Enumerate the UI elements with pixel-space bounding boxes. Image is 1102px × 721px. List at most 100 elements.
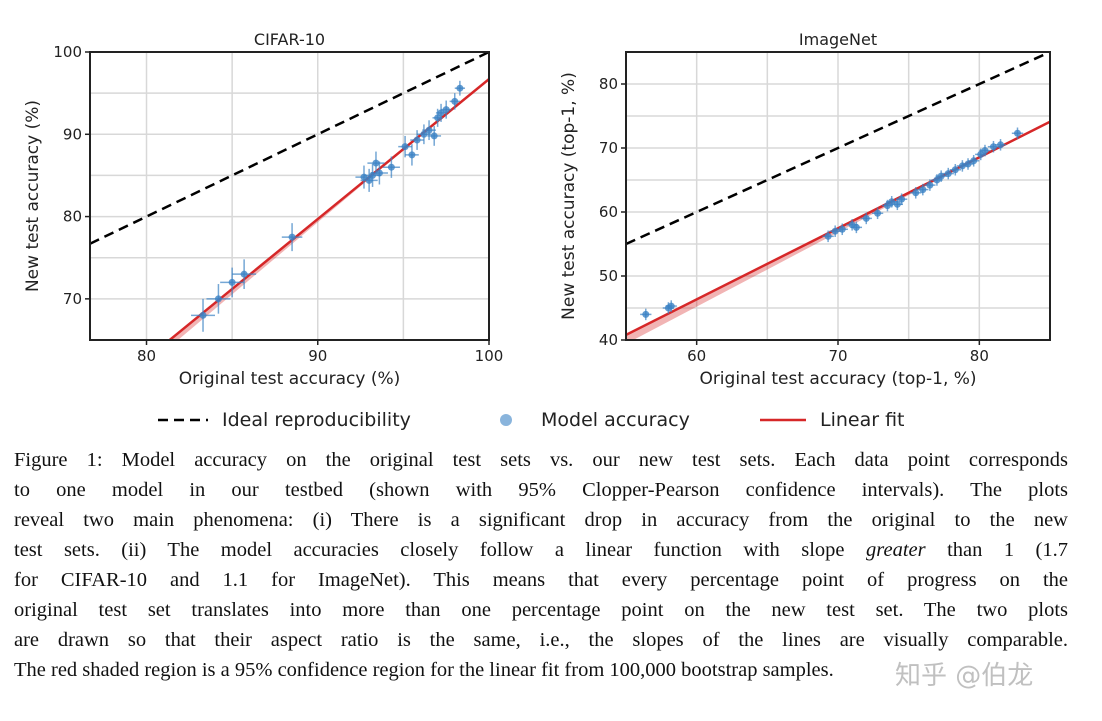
chart-title: CIFAR-10 xyxy=(254,30,325,49)
y-tick-label: 80 xyxy=(599,75,618,93)
red-line-icon xyxy=(760,418,806,422)
caption-line: are drawn so that their aspect ratio is … xyxy=(14,629,1068,651)
point-marker xyxy=(434,114,442,122)
y-tick-label: 80 xyxy=(63,208,82,226)
y-tick-label: 90 xyxy=(63,125,82,143)
data-point xyxy=(367,151,385,175)
chart-title: ImageNet xyxy=(799,30,877,49)
data-point xyxy=(910,187,922,199)
point-marker xyxy=(898,195,906,203)
axes-frame xyxy=(89,51,490,341)
ideal-reproducibility-line xyxy=(626,52,1050,246)
data-point xyxy=(220,267,245,298)
point-marker xyxy=(375,169,383,177)
point-marker xyxy=(214,295,222,303)
caption-line: reveal two main phenomena: (i) There is … xyxy=(14,509,1068,531)
data-point xyxy=(942,167,954,180)
x-tick-label: 100 xyxy=(475,347,504,365)
point-marker xyxy=(970,157,978,165)
data-point xyxy=(949,164,961,176)
point-marker xyxy=(926,181,934,189)
x-tick-label: 80 xyxy=(137,347,156,365)
data-point xyxy=(924,179,936,191)
data-point xyxy=(665,300,677,312)
watermark: 知乎 @伯龙 xyxy=(895,661,1034,691)
y-axis-label: New test accuracy (%) xyxy=(23,100,43,292)
caption-line: Figure 1: Model accuracy on the original… xyxy=(14,449,1068,471)
data-point xyxy=(405,144,419,166)
data-point xyxy=(410,130,424,150)
data-point xyxy=(850,221,863,234)
plot-area xyxy=(626,52,1050,340)
caption-line: for CIFAR-10 and 1.1 for ImageNet). This… xyxy=(14,569,1068,591)
point-marker xyxy=(240,270,248,278)
point-marker xyxy=(425,126,433,134)
point-marker xyxy=(642,310,650,318)
data-point xyxy=(441,100,452,119)
data-point xyxy=(979,144,991,157)
point-marker xyxy=(919,186,927,194)
data-point xyxy=(435,103,447,122)
chart-imagenet: 60 70 80 40 50 60 70 80 ImageNet Original test ac… xyxy=(559,30,1051,389)
data-point xyxy=(895,193,908,205)
data-point xyxy=(454,80,466,96)
point-marker xyxy=(420,130,428,138)
point-marker xyxy=(372,159,380,167)
ideal-reproducibility-line xyxy=(90,52,489,245)
point-marker xyxy=(228,278,236,286)
point-marker xyxy=(437,109,445,117)
legend-fit-label: Linear fit xyxy=(820,409,905,431)
legend-model-label: Model accuracy xyxy=(541,409,690,431)
point-marker xyxy=(365,176,373,184)
data-point xyxy=(1011,127,1024,140)
data-point xyxy=(822,230,834,243)
point-marker xyxy=(951,166,959,174)
caption-line: original test set translates into more t… xyxy=(14,599,1068,621)
point-marker xyxy=(401,143,409,151)
point-marker xyxy=(888,198,896,206)
legend-fit: Linear fit xyxy=(760,405,905,435)
x-axis-label: Original test accuracy (top-1, %) xyxy=(699,369,976,389)
point-marker xyxy=(937,172,945,180)
chart-cifar-10: 80 90 100 70 80 90 100 CIFAR-10 Original test ac… xyxy=(23,30,504,389)
point-marker xyxy=(430,132,438,140)
point-marker xyxy=(964,160,972,168)
y-tick-label: 40 xyxy=(599,331,618,349)
point-marker xyxy=(852,223,860,231)
figure-caption: Figure 1: Model accuracy on the original… xyxy=(14,445,1068,685)
point-marker xyxy=(1013,129,1021,137)
point-marker xyxy=(456,84,464,92)
y-tick-label: 50 xyxy=(599,267,618,285)
dashed-line-icon xyxy=(158,418,208,422)
point-marker xyxy=(824,232,832,240)
point-marker xyxy=(838,225,846,233)
data-point xyxy=(935,170,947,182)
data-point xyxy=(232,259,257,289)
data-point xyxy=(994,139,1007,151)
data-point xyxy=(398,135,412,158)
point-marker xyxy=(912,189,920,197)
point-marker xyxy=(413,136,421,144)
data-point xyxy=(449,93,460,110)
data-point xyxy=(281,223,303,252)
legend-ideal: Ideal reproducibility xyxy=(158,405,411,435)
point-marker xyxy=(442,106,450,114)
data-point xyxy=(871,207,884,220)
x-tick-label: 90 xyxy=(308,347,327,365)
point-marker xyxy=(387,163,395,171)
y-tick-label: 70 xyxy=(63,290,82,308)
legend-ideal-label: Ideal reproducibility xyxy=(222,409,411,431)
data-point xyxy=(370,161,388,185)
figure: 80 90 100 70 80 90 100 CIFAR-10 Original test ac… xyxy=(23,30,1051,389)
legend: Ideal reproducibility Model accuracy Lin… xyxy=(0,405,1102,435)
caption-emphasis: greater xyxy=(866,539,926,561)
x-tick-label: 60 xyxy=(687,347,706,365)
point-marker xyxy=(874,209,882,217)
y-tick-label: 60 xyxy=(599,203,618,221)
caption-line: The red shaded region is a 95% confidenc… xyxy=(14,659,834,681)
data-point xyxy=(191,298,216,332)
caption-line: test sets. (ii) The model accuracies clo… xyxy=(14,535,1068,565)
point-marker xyxy=(451,97,459,105)
data-point xyxy=(432,108,443,127)
point-marker xyxy=(981,147,989,155)
